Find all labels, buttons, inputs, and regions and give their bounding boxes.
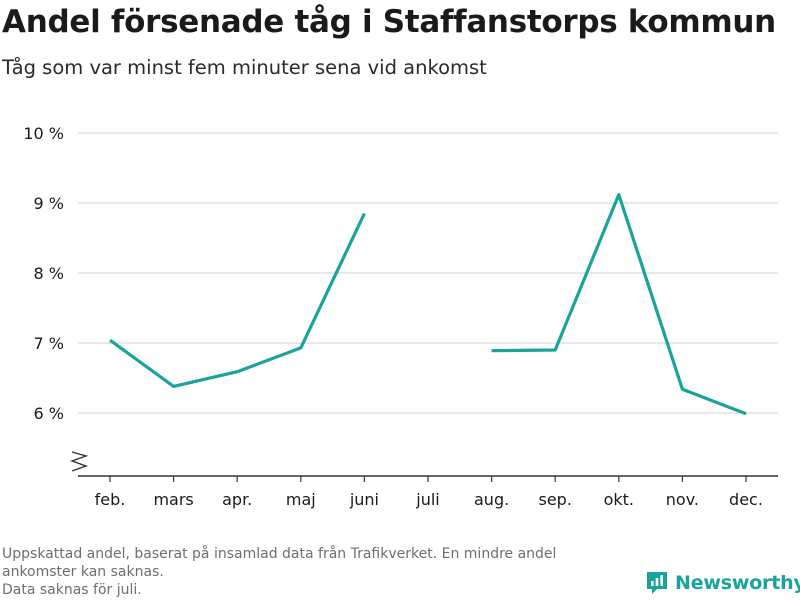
x-tick-label: aug. bbox=[474, 490, 509, 509]
x-tick-label: okt. bbox=[604, 490, 634, 509]
y-tick-label: 6 % bbox=[34, 404, 64, 423]
brand-name: Newsworthy bbox=[675, 572, 800, 594]
x-tick-label: mars bbox=[153, 490, 193, 509]
y-tick-label: 7 % bbox=[34, 334, 64, 353]
x-tick-label: juli bbox=[415, 490, 439, 509]
x-tick-label: apr. bbox=[222, 490, 252, 509]
footnote: Uppskattad andel, baserat på insamlad da… bbox=[2, 545, 642, 599]
x-tick-label: maj bbox=[286, 490, 316, 509]
x-tick-label: feb. bbox=[95, 490, 126, 509]
footnote-line-1: Uppskattad andel, baserat på insamlad da… bbox=[2, 546, 557, 562]
chart-subtitle: Tåg som var minst fem minuter sena vid a… bbox=[2, 56, 487, 79]
footnote-line-2: ankomster kan saknas. bbox=[2, 564, 164, 580]
y-tick-label: 8 % bbox=[34, 264, 64, 283]
axis-break-icon bbox=[69, 451, 89, 472]
y-tick-label: 9 % bbox=[34, 194, 64, 213]
x-tick-label: nov. bbox=[666, 490, 699, 509]
brand-logo: Newsworthy bbox=[645, 570, 800, 596]
x-tick-label: dec. bbox=[729, 490, 763, 509]
newsworthy-logo-icon bbox=[647, 572, 667, 594]
y-tick-label: 10 % bbox=[23, 124, 64, 143]
series-line bbox=[109, 212, 366, 388]
series-line bbox=[491, 193, 747, 416]
x-tick-label: juni bbox=[349, 490, 379, 509]
x-tick-label: sep. bbox=[538, 490, 571, 509]
line-chart: 6 % 7 % 8 % 9 % 10 % feb. mars apr. maj juni juli a… bbox=[23, 124, 778, 509]
footnote-line-3: Data saknas för juli. bbox=[2, 582, 142, 598]
chart-title: Andel försenade tåg i Staffanstorps komm… bbox=[2, 4, 776, 40]
